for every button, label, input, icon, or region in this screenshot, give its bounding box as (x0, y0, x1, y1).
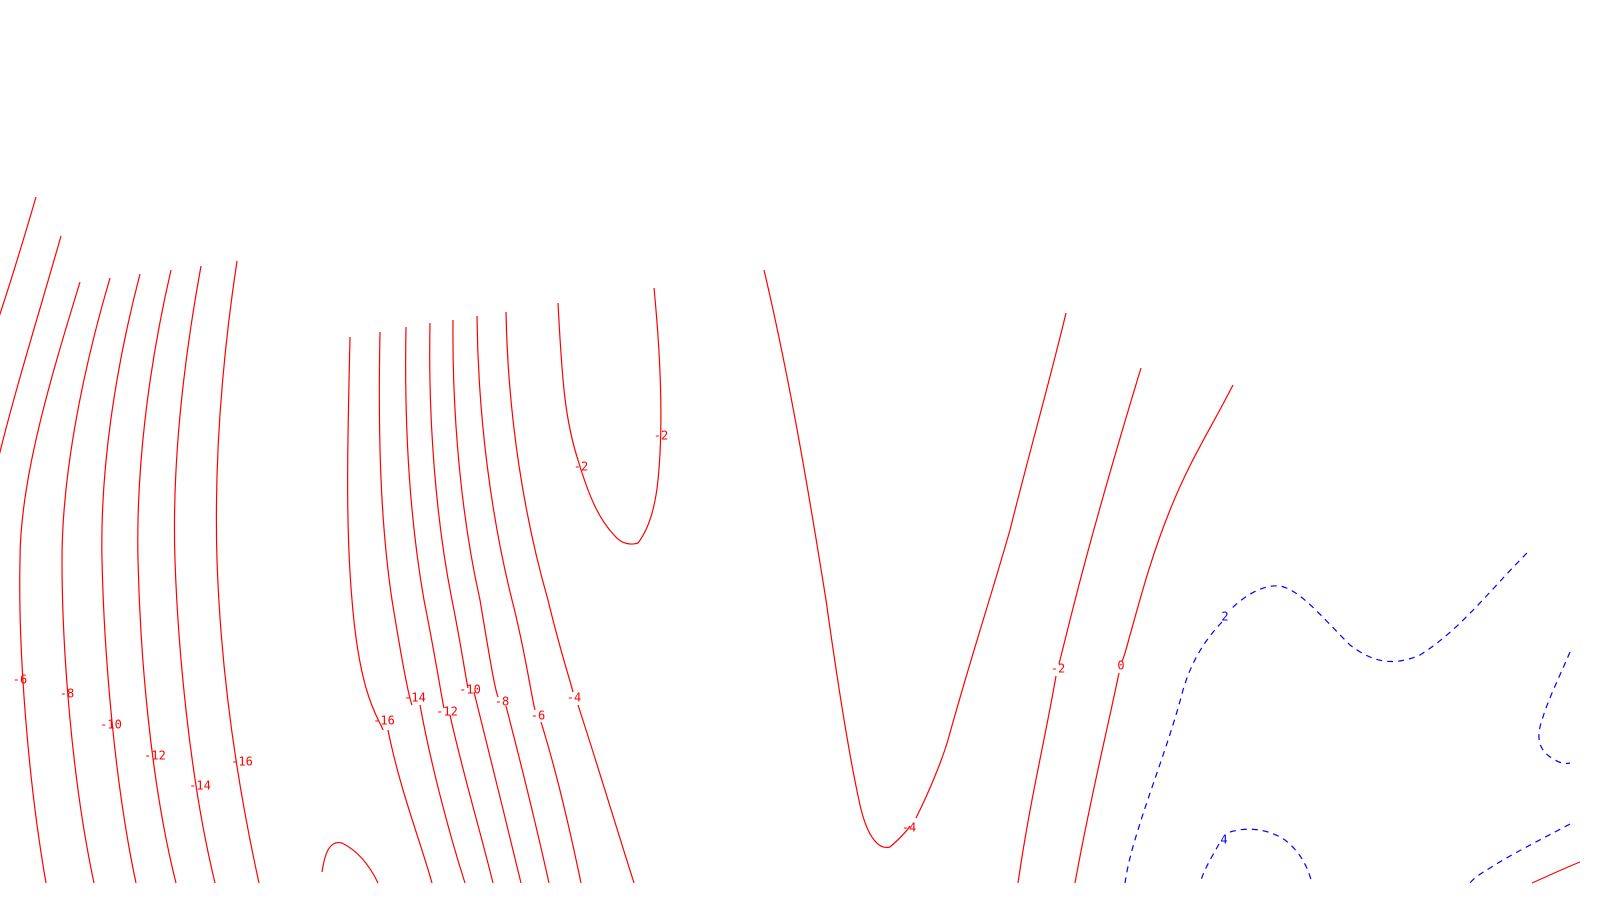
contour-line-neg16 (347, 336, 384, 731)
contour-line-neg14 (378, 331, 413, 706)
contour-line-neg6 (0, 196, 37, 316)
contour-label: 2 (1221, 610, 1228, 624)
contour-line-neg4 (915, 312, 1067, 819)
contour-line-neg10 (473, 691, 522, 884)
contour-line-neg6 (540, 721, 582, 884)
contour-line-pos4 (1199, 843, 1220, 884)
contour-line-zero (1531, 861, 1581, 884)
contour-line-neg14 (419, 704, 466, 884)
contour-line-neg6 (476, 315, 536, 711)
contour-line-zero (1121, 384, 1234, 662)
contour-line-neg16 (215, 260, 260, 884)
contour-label: -6 (13, 673, 27, 687)
contour-line-neg12 (449, 714, 494, 884)
contour-line-neg6 (0, 235, 62, 455)
contour-label: -8 (495, 695, 509, 709)
contour-line-neg4 (763, 269, 911, 849)
contour-line-neg2 (557, 287, 662, 545)
contour-line-pos4 (1229, 828, 1313, 884)
contour-line-neg8 (61, 277, 111, 884)
contour-line-neg12 (137, 269, 177, 884)
contour-line-neg12 (405, 326, 445, 709)
contour-label: -4 (902, 821, 916, 835)
contour-label: -2 (574, 460, 588, 474)
contour-line-neg2 (1017, 675, 1057, 884)
contour-label: -10 (100, 718, 122, 732)
contour-line-neg4 (577, 704, 635, 884)
contour-line-zero (1074, 672, 1120, 884)
contour-label: -14 (189, 779, 211, 793)
contour-label: -8 (60, 687, 74, 701)
contour-label: -10 (459, 683, 481, 697)
contour-label: -4 (567, 691, 581, 705)
contour-label: 4 (1220, 833, 1227, 847)
contour-label: -16 (231, 755, 253, 769)
contour-line-neg14 (173, 265, 216, 884)
contour-line-pos4 (1469, 823, 1571, 884)
contour-line-neg6 (19, 281, 81, 884)
contour-line-neg10 (429, 322, 469, 689)
contour-line-neg10 (101, 273, 141, 884)
contour-line-pos2 (1124, 621, 1223, 884)
contour-line-pos2 (1538, 651, 1571, 765)
contour-line-neg8 (505, 705, 550, 884)
contour-line-pos2 (1229, 552, 1528, 663)
contour-line-neg8 (452, 319, 499, 698)
contour-line-neg16 (387, 729, 433, 884)
contour-label: -2 (654, 429, 668, 443)
contour-label: -12 (436, 705, 458, 719)
contour-line-neg16 (321, 841, 379, 884)
contour-label: -14 (404, 691, 426, 705)
contour-label: -2 (1051, 662, 1065, 676)
contour-label: -6 (531, 709, 545, 723)
contour-label: 0 (1117, 659, 1124, 673)
contour-label: -12 (144, 749, 166, 763)
contour-line-neg2 (1058, 367, 1142, 665)
contour-label: -16 (373, 714, 395, 728)
contour-line-neg4 (505, 311, 574, 693)
